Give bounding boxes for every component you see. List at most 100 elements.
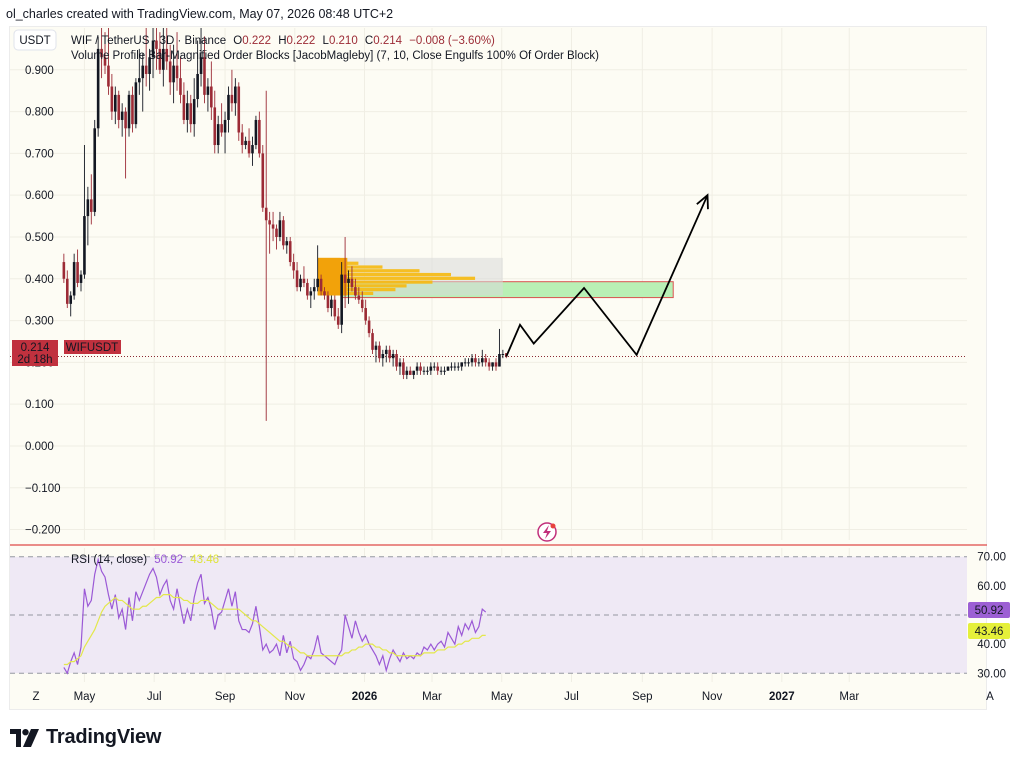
rsi-y-tick-label: 70.00 bbox=[977, 552, 1006, 564]
candle-body bbox=[230, 94, 234, 104]
candle-body bbox=[484, 358, 488, 363]
x-axis-left-label[interactable]: Z bbox=[32, 691, 39, 703]
candle-body bbox=[89, 199, 93, 212]
x-tick-label: May bbox=[74, 691, 96, 703]
x-axis-right-label[interactable]: A bbox=[986, 691, 994, 703]
candle-body bbox=[299, 278, 302, 288]
candle-body bbox=[306, 282, 309, 296]
candle-body bbox=[343, 274, 347, 283]
order-block-volume-bar bbox=[317, 272, 452, 277]
candle-body bbox=[429, 366, 433, 371]
candle-body bbox=[467, 362, 470, 364]
candle-body bbox=[107, 65, 110, 87]
candle-body bbox=[333, 299, 337, 317]
candle-body bbox=[391, 354, 395, 359]
candle-body bbox=[271, 224, 275, 229]
y-tick-label: 0.000 bbox=[25, 441, 54, 453]
candle-body bbox=[426, 370, 429, 372]
candle-body bbox=[278, 220, 282, 237]
axis-layer: 0.9000.8000.7000.6000.5000.4000.3000.200… bbox=[25, 65, 1006, 703]
candle-body bbox=[100, 48, 103, 58]
candle-body bbox=[103, 57, 107, 66]
rsi-value-tag: 50.92 bbox=[968, 602, 1010, 618]
candle-body bbox=[237, 86, 241, 133]
candle-body bbox=[412, 370, 415, 375]
candle-body bbox=[340, 274, 343, 325]
symbol-label: WIF / TetherUS · 3D · Binance bbox=[71, 35, 226, 47]
candle-body bbox=[72, 262, 76, 296]
order-block-volume-bar bbox=[317, 269, 420, 273]
candle-body bbox=[371, 333, 374, 350]
candle-body bbox=[312, 287, 316, 292]
candle-body bbox=[395, 354, 398, 367]
rsi-header: RSI (14, close) 50.92 43.46 bbox=[71, 554, 219, 566]
candle-body bbox=[244, 140, 247, 146]
candle-body bbox=[127, 94, 131, 129]
x-tick-label: May bbox=[491, 691, 513, 703]
y-tick-label: 0.400 bbox=[25, 274, 54, 286]
rsi-ma-line bbox=[63, 594, 486, 666]
indicator-label: Volume Profile Bar-Magnified Order Block… bbox=[71, 50, 599, 62]
tradingview-logo[interactable]: TradingView bbox=[10, 726, 161, 749]
candle-body bbox=[83, 216, 86, 275]
candle-body bbox=[360, 299, 364, 309]
candle-body bbox=[501, 354, 505, 356]
x-tick-label: Sep bbox=[215, 691, 235, 703]
candle-body bbox=[439, 370, 443, 372]
candle-body bbox=[456, 366, 460, 368]
candle-body bbox=[138, 78, 141, 83]
candle-body bbox=[354, 287, 357, 296]
candle-body bbox=[436, 366, 439, 371]
x-tick-label: Mar bbox=[422, 691, 442, 703]
candle-body bbox=[415, 366, 419, 371]
x-tick-label: Sep bbox=[632, 691, 652, 703]
high-value: 0.222 bbox=[287, 35, 316, 47]
candle-body bbox=[491, 362, 494, 367]
projection-arrow-head bbox=[696, 193, 709, 210]
candle-body bbox=[172, 65, 175, 83]
low-value: 0.210 bbox=[329, 35, 358, 47]
candle-body bbox=[357, 295, 361, 300]
price-tag-symbol: WIFUSDT bbox=[66, 342, 118, 354]
candle-body bbox=[69, 295, 73, 304]
candle-body bbox=[292, 262, 295, 271]
candle-body bbox=[196, 73, 199, 100]
candle-body bbox=[216, 124, 220, 146]
candle-body bbox=[240, 132, 244, 146]
candle-body bbox=[498, 354, 501, 367]
order-block-volume-bar bbox=[317, 265, 383, 269]
candle-body bbox=[422, 370, 426, 372]
x-tick-label: Nov bbox=[285, 691, 306, 703]
candle-body bbox=[285, 241, 289, 246]
rsi-y-tick-label: 40.00 bbox=[977, 639, 1006, 651]
candle-body bbox=[134, 82, 138, 125]
candle-body bbox=[347, 278, 350, 283]
candle-body bbox=[141, 65, 145, 79]
candle-body bbox=[213, 107, 217, 146]
candle-body bbox=[398, 362, 402, 367]
y-tick-label: 0.800 bbox=[25, 107, 54, 119]
order-block-volume-bar bbox=[317, 284, 407, 288]
lightning-icon[interactable] bbox=[537, 522, 557, 542]
svg-text:43.46: 43.46 bbox=[975, 626, 1004, 638]
candle-body bbox=[378, 345, 381, 359]
candle-body bbox=[189, 103, 193, 125]
candle-body bbox=[158, 48, 162, 70]
candle-body bbox=[151, 40, 155, 58]
candle-body bbox=[460, 362, 464, 367]
candle-body bbox=[144, 65, 148, 74]
open-value: 0.222 bbox=[242, 35, 271, 47]
candle-body bbox=[350, 278, 354, 288]
candle-body bbox=[323, 291, 326, 296]
candle-body bbox=[319, 278, 323, 292]
currency-button[interactable] bbox=[13, 29, 57, 51]
candle-body bbox=[131, 94, 134, 125]
candle-body bbox=[210, 86, 213, 108]
candle-body bbox=[326, 295, 330, 309]
candle-body bbox=[179, 78, 182, 95]
candle-body bbox=[223, 119, 227, 133]
candle-body bbox=[275, 228, 278, 237]
candle-body bbox=[165, 48, 169, 62]
candle-body bbox=[65, 278, 69, 304]
